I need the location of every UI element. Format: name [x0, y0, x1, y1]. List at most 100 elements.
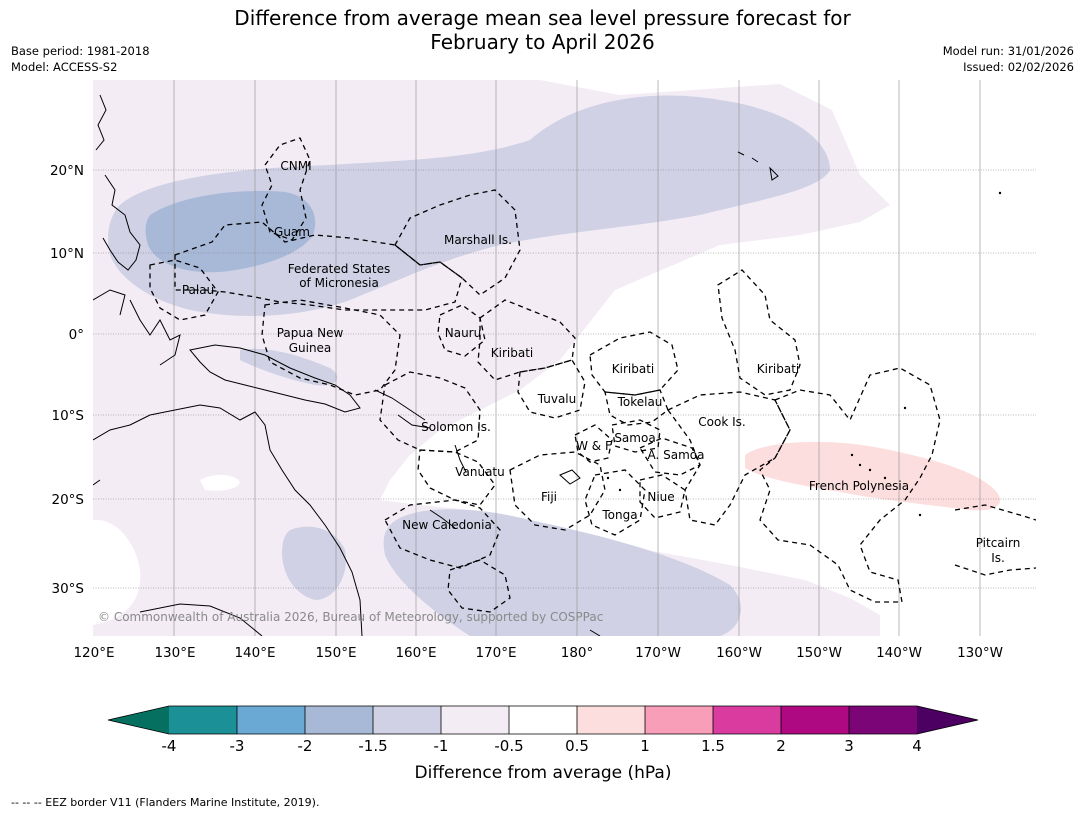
lon-label-140e: 140°E [234, 645, 275, 661]
eez-nc-south-lobe [447, 559, 511, 613]
label-kiribati-west: Kiribati [491, 346, 533, 360]
island-dots [606, 191, 1002, 517]
eez-new-caledonia [384, 499, 501, 569]
colorbar-bin-m4-m3 [169, 706, 237, 734]
map-title-line1: Difference from average mean sea level p… [234, 6, 851, 30]
colorbar-dividers [236, 706, 850, 734]
lon-label-160e: 160°E [395, 645, 436, 661]
colorbar-bin-m05-p05 [509, 706, 577, 734]
label-solomon: Solomon Is. [421, 420, 491, 434]
eez-footnote: -- -- -- EEZ border V11 (Flanders Marine… [11, 796, 320, 809]
island-dot [868, 468, 872, 472]
label-fsm-line2: of Micronesia [299, 276, 379, 290]
label-guam: Guam [274, 225, 310, 239]
colorbar-bin-m1-m05 [441, 706, 509, 734]
map-plot-area: CNMI Guam Marshall Is. Federated States … [93, 80, 1036, 636]
island-dot [903, 406, 907, 410]
label-niue: Niue [647, 490, 674, 504]
anomaly-neutral-pocket-west [93, 519, 141, 625]
eez-palau [149, 259, 219, 321]
coastline-borneo-sulawesi [93, 289, 181, 366]
latitude-labels: 20°N 10°N 0° 10°S 20°S 30°S [50, 163, 84, 597]
lat-label-20s: 20°S [52, 492, 85, 508]
colorbar-tick: 1.5 [701, 737, 725, 755]
label-french-polynesia: French Polynesia [809, 479, 909, 493]
label-cook: Cook Is. [698, 415, 745, 429]
colorbar-extend-high [917, 706, 978, 734]
label-png-line1: Papua New [277, 326, 344, 340]
lon-label-130e: 130°E [154, 645, 195, 661]
issued-date: Issued: 02/02/2026 [963, 60, 1074, 74]
colorbar-bin-p2-p3 [781, 706, 849, 734]
anomaly-m2-m15-core [145, 190, 316, 273]
colorbar-title: Difference from average (hPa) [415, 763, 672, 783]
lon-label-120e: 120°E [73, 645, 114, 661]
colorbar-bin-p05-p1 [577, 706, 645, 734]
region-labels: CNMI Guam Marshall Is. Federated States … [182, 159, 1020, 565]
eez-fsm [174, 221, 463, 311]
label-kiribati-east: Kiribati [757, 362, 799, 376]
latitude-gridlines [93, 169, 1036, 589]
lon-label-160w: 160°W [716, 645, 762, 661]
colorbar-tick: -3 [230, 737, 245, 755]
model-name: Model: ACCESS-S2 [11, 60, 118, 74]
label-png-line2: Guinea [289, 341, 332, 355]
eez-tonga [584, 469, 646, 536]
map-title-line2: February to April 2026 [430, 30, 655, 54]
longitude-labels: 120°E 130°E 140°E 150°E 160°E 170°E 180°… [73, 645, 1002, 661]
coastline-hawaii [737, 151, 779, 181]
coastline-new-guinea [189, 344, 361, 413]
lon-label-130w: 130°W [957, 645, 1003, 661]
label-tokelau: Tokelau [617, 395, 663, 409]
eez-tokelau [604, 389, 669, 426]
colorbar-bin-p1-p15 [645, 706, 713, 734]
anomaly-p05-p1-fpoly [745, 441, 1001, 511]
colorbar-bin-p15-p2 [713, 706, 781, 734]
eez-tuvalu [517, 359, 586, 419]
map-title: Difference from average mean sea level p… [0, 6, 1085, 54]
colorbar-bin-m2-m15 [305, 706, 373, 734]
label-cnmi: CNMI [280, 159, 311, 173]
model-run: Model run: 31/01/2026 [942, 44, 1074, 58]
eez-niue [639, 474, 686, 519]
label-pitcairn-line2: Is. [991, 551, 1005, 565]
coastline-new-zealand-edge [589, 629, 601, 636]
colorbar-bin-m15-m1 [373, 706, 441, 734]
colorbar-bin-m3-m2 [237, 706, 305, 734]
eez-french-polynesia [759, 367, 941, 603]
label-kiribati-central: Kiribati [612, 362, 654, 376]
colorbar-tick: 1 [640, 737, 650, 755]
island-dot [850, 453, 854, 457]
island-dot [998, 191, 1002, 195]
colorbar-tick: -0.5 [494, 737, 523, 755]
eez-fiji [509, 451, 606, 531]
copyright-notice: © Commonwealth of Australia 2026, Bureau… [98, 610, 603, 624]
colorbar-tick: 4 [912, 737, 922, 755]
eez-vanuatu [417, 449, 496, 506]
eez-kiribati-line [717, 269, 801, 396]
anomaly-m15-m1-north [108, 95, 831, 316]
label-pitcairn-line1: Pitcairn [976, 536, 1021, 550]
lon-label-150e: 150°E [315, 645, 356, 661]
lon-label-150w: 150°W [796, 645, 842, 661]
eez-png [261, 299, 401, 396]
label-new-caledonia: New Caledonia [402, 518, 492, 532]
colorbar-outline [107, 705, 979, 735]
eez-nauru [437, 304, 486, 357]
label-palau: Palau [182, 283, 214, 297]
colorbar-tick: -4 [162, 737, 177, 755]
colorbar-tick: -2 [298, 737, 313, 755]
island-dot [858, 463, 862, 467]
lat-label-20n: 20°N [50, 163, 84, 179]
lon-label-170e: 170°E [475, 645, 516, 661]
colorbar-tick: 3 [844, 737, 854, 755]
coastline-tasmania-edge [139, 603, 263, 636]
colorbar-tick: -1.5 [358, 737, 387, 755]
lon-label-180: 180° [561, 645, 594, 661]
colorbar-bin-p3-p4 [849, 706, 917, 734]
base-period: Base period: 1981-2018 [11, 44, 150, 58]
eez-borders [149, 137, 1036, 613]
label-tuvalu: Tuvalu [537, 392, 577, 406]
lat-label-10n: 10°N [50, 246, 84, 262]
coastline-australia [93, 404, 363, 636]
